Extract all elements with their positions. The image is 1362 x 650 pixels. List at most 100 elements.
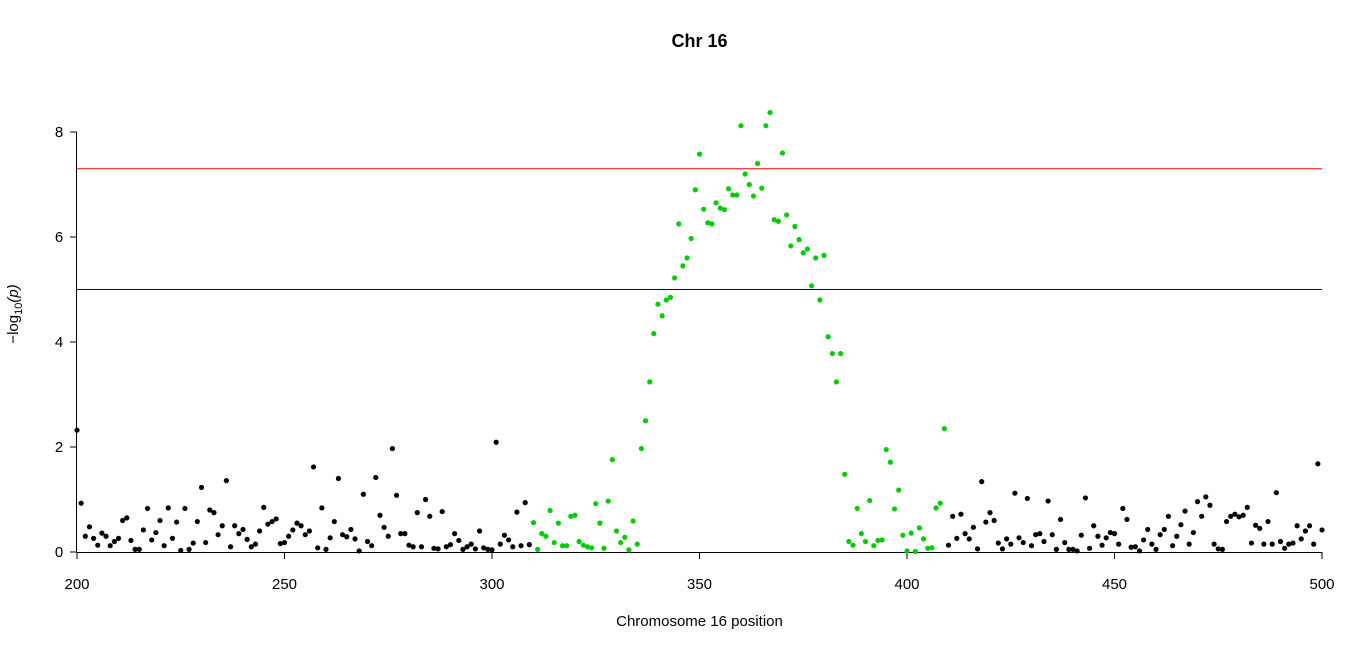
data-point	[497, 541, 503, 547]
data-point	[916, 525, 923, 531]
data-point	[684, 255, 690, 261]
data-point	[1045, 498, 1051, 504]
data-point	[1124, 516, 1130, 523]
data-point	[962, 531, 968, 537]
data-point	[244, 536, 250, 543]
data-point	[613, 528, 620, 534]
data-point	[763, 123, 769, 129]
data-point	[589, 545, 595, 551]
data-point	[136, 546, 142, 552]
data-point	[1215, 546, 1221, 552]
data-point	[1306, 523, 1313, 529]
data-point	[1203, 494, 1209, 500]
y-axis-label-tail: (p)	[5, 284, 22, 302]
data-point	[991, 517, 997, 524]
data-point	[933, 505, 939, 511]
data-point	[842, 471, 848, 477]
data-point	[1302, 528, 1308, 534]
data-point	[800, 250, 806, 256]
data-point	[725, 186, 732, 192]
data-point	[377, 512, 383, 518]
x-tick-label: 200	[64, 576, 89, 593]
data-point	[1170, 543, 1176, 549]
data-point	[1057, 516, 1064, 523]
data-point	[182, 505, 188, 512]
data-point	[78, 500, 84, 506]
data-point	[1315, 461, 1321, 467]
data-point	[1020, 539, 1026, 546]
data-point	[1207, 502, 1213, 508]
data-point	[775, 218, 781, 224]
data-point	[1294, 523, 1300, 529]
threshold-lines	[77, 168, 1322, 290]
data-point	[149, 537, 155, 543]
data-point	[1120, 505, 1126, 512]
data-point	[854, 505, 860, 512]
data-point	[1082, 495, 1089, 501]
data-point	[95, 542, 101, 548]
data-points	[74, 109, 1325, 555]
data-point	[385, 533, 391, 539]
data-point	[327, 535, 333, 541]
x-tick-label: 300	[479, 576, 504, 593]
data-point	[360, 491, 366, 497]
data-point	[630, 518, 636, 524]
data-point	[348, 526, 354, 533]
data-point	[111, 538, 117, 545]
data-point	[506, 537, 512, 543]
data-point	[1037, 531, 1043, 537]
data-point	[792, 223, 798, 230]
data-point	[721, 207, 728, 213]
data-point	[771, 217, 777, 223]
data-point	[829, 350, 835, 357]
data-point	[966, 536, 972, 542]
data-point	[584, 544, 591, 550]
data-point	[1074, 548, 1080, 554]
data-point	[858, 531, 864, 537]
data-point	[1228, 513, 1234, 519]
data-point	[273, 516, 279, 522]
data-point	[252, 541, 259, 547]
data-point	[128, 537, 134, 544]
data-point	[659, 313, 665, 319]
data-point	[634, 541, 640, 547]
data-point	[1028, 543, 1035, 549]
data-point	[767, 109, 773, 116]
data-point	[203, 539, 209, 546]
data-point	[153, 529, 159, 536]
x-tick-label: 250	[272, 576, 297, 593]
data-point	[232, 523, 238, 529]
data-point	[912, 548, 918, 555]
data-point	[1311, 541, 1317, 547]
data-point	[551, 539, 557, 546]
data-point	[261, 504, 267, 510]
data-point	[688, 235, 694, 242]
data-point	[298, 523, 304, 529]
data-point	[186, 546, 192, 552]
data-point	[1103, 535, 1109, 541]
data-point	[1186, 541, 1192, 547]
data-point	[846, 538, 852, 545]
data-point	[1273, 490, 1279, 496]
data-point	[215, 532, 221, 538]
data-point	[738, 123, 744, 129]
data-point	[1282, 545, 1288, 551]
data-point	[950, 513, 956, 519]
data-point	[120, 517, 126, 524]
data-point	[91, 535, 97, 541]
data-point	[883, 447, 889, 453]
data-point	[929, 545, 935, 551]
data-point	[286, 533, 292, 539]
data-point	[1091, 523, 1097, 529]
data-point	[821, 252, 827, 258]
data-point	[755, 160, 761, 167]
data-point	[1033, 532, 1039, 538]
data-point	[103, 533, 109, 539]
data-point	[373, 474, 379, 481]
data-point	[655, 301, 661, 307]
data-point	[265, 521, 271, 527]
data-point	[1066, 546, 1072, 552]
data-point	[995, 540, 1001, 546]
y-tick-label: 2	[55, 439, 63, 456]
